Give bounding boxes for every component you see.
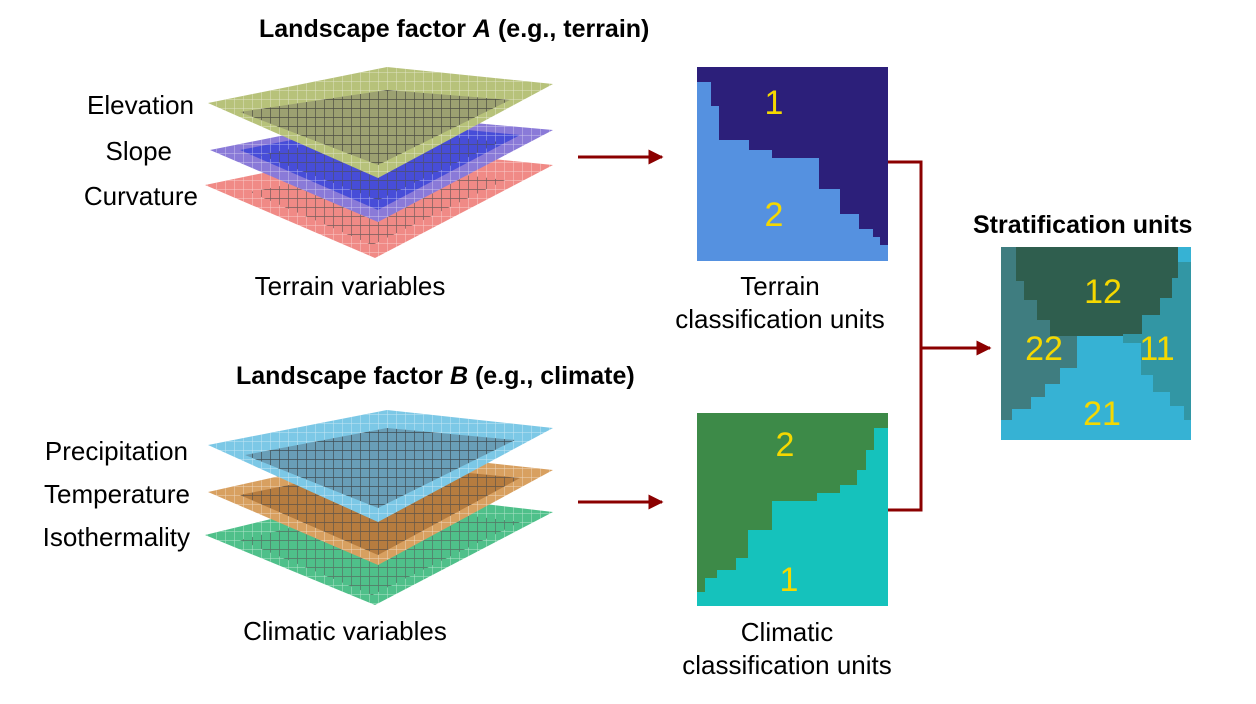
terrain-variables-label: Terrain variables <box>254 271 446 301</box>
factor-a-title-letter: A <box>472 15 492 43</box>
variable-label-precipitation: Precipitation <box>44 436 188 466</box>
factor-a-title: Landscape factor A (e.g., terrain) <box>259 15 649 44</box>
strat-unit-22-number: 22 <box>1025 330 1063 368</box>
variable-label-temperature: Temperature <box>44 479 190 509</box>
factor-b-title-prefix: Landscape factor <box>236 362 450 390</box>
factor-b-title-suffix: (e.g., climate) <box>468 362 635 390</box>
layer-elevation <box>208 67 553 178</box>
layer-precipitation <box>208 410 553 522</box>
climatic-variables-label: Climatic variables <box>243 616 447 646</box>
factor-b-title: Landscape factor B (e.g., climate) <box>236 362 635 391</box>
terrain-unit-2-number: 2 <box>765 196 784 234</box>
stratification-map: 12 22 11 21 <box>1001 247 1191 440</box>
factor-a-title-prefix: Landscape factor <box>259 15 473 43</box>
variable-label-curvature: Curvature <box>83 181 198 211</box>
climate-layer-stack <box>205 410 553 605</box>
terrain-layer-stack <box>205 67 553 258</box>
variable-label-elevation: Elevation <box>87 90 194 120</box>
stratification-title: Stratification units <box>973 211 1193 239</box>
variable-label-isothermality: Isothermality <box>42 522 190 552</box>
terrain-units-label-line1: Terrain <box>740 271 820 301</box>
terrain-units-label-line2: classification units <box>675 304 885 334</box>
climatic-unit-2-number: 2 <box>776 426 795 464</box>
strat-unit-12-number: 12 <box>1084 273 1122 311</box>
climatic-units-label-line2: classification units <box>682 650 892 680</box>
strat-unit-11-number: 11 <box>1139 330 1174 368</box>
climatic-units-label-line1: Climatic <box>740 617 834 647</box>
terrain-classification-map: 1 2 <box>697 67 888 261</box>
variable-label-slope: Slope <box>105 136 173 166</box>
factor-a-title-suffix: (e.g., terrain) <box>491 15 650 43</box>
factor-b-title-letter: B <box>449 362 469 390</box>
climatic-unit-1-number: 1 <box>780 561 799 599</box>
terrain-unit-1-number: 1 <box>765 84 784 122</box>
strat-unit-21-number: 21 <box>1083 395 1121 433</box>
climatic-classification-map: 2 1 <box>697 413 888 606</box>
combine-connector <box>888 160 992 512</box>
